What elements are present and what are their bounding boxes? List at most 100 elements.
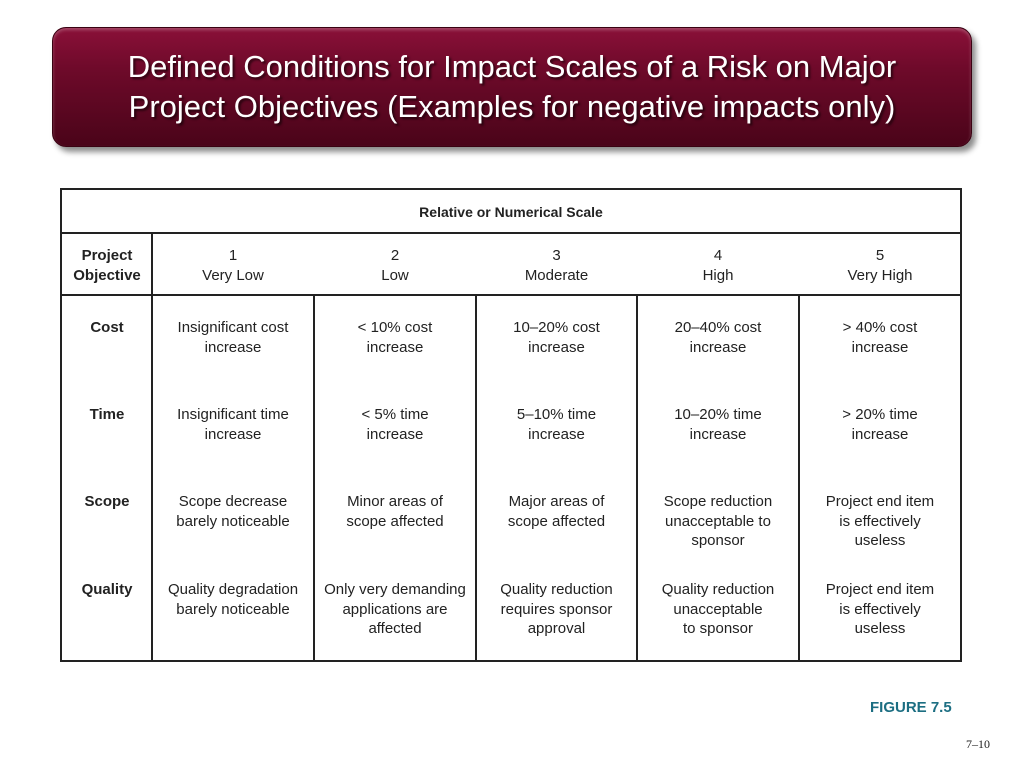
page-number: 7–10: [966, 737, 990, 751]
slide-title: Defined Conditions for Impact Scales of …: [128, 47, 896, 127]
level-header-5: 5 Very High: [800, 246, 960, 285]
cell-line: scope affected: [346, 512, 444, 530]
level-label: Moderate: [524, 266, 589, 284]
level-header-4: 4 High: [638, 246, 798, 285]
cell-line: useless: [854, 532, 906, 549]
cell-line: Major areas of: [508, 493, 605, 510]
impact-scale-table: Relative or Numerical Scale Project Obje…: [60, 188, 962, 662]
level-label: High: [702, 266, 734, 284]
cell-line: requires sponsor: [500, 600, 613, 618]
cell-line: < 10% cost: [357, 319, 433, 336]
objective-header: Project Objective: [62, 246, 152, 285]
table-cell: Quality degradation barely noticeable: [153, 580, 313, 619]
cell-line: is effectively: [839, 600, 921, 618]
level-header-3: 3 Moderate: [477, 246, 636, 285]
level-label: Very High: [847, 266, 913, 284]
table-rule: [475, 296, 477, 660]
level-header-1: 1 Very Low: [153, 246, 313, 285]
level-number: 4: [713, 247, 723, 264]
table-cell: Scope decrease barely noticeable: [153, 492, 313, 531]
level-number: 3: [552, 247, 561, 264]
figure-label: FIGURE 7.5: [870, 699, 952, 716]
cell-line: Scope decrease: [178, 493, 288, 510]
table-rule: [636, 296, 638, 660]
table-cell: 5–10% time increase: [477, 405, 636, 444]
table-rule: [151, 234, 153, 660]
cell-line: 20–40% cost: [674, 319, 762, 336]
row-label-cost: Cost: [90, 319, 124, 336]
cell-line: is effectively: [839, 512, 921, 530]
table-cell: Insignificant time increase: [153, 405, 313, 444]
cell-line: increase: [689, 425, 747, 443]
table-rule: [798, 296, 800, 660]
cell-line: Quality reduction: [500, 581, 613, 598]
table-cell: Project end item is effectively useless: [800, 492, 960, 551]
table-cell: Project end item is effectively useless: [800, 580, 960, 639]
level-header-2: 2 Low: [315, 246, 475, 285]
scale-heading: Relative or Numerical Scale: [419, 204, 603, 220]
cell-line: Project end item: [825, 493, 935, 510]
table-cell: Minor areas of scope affected: [315, 492, 475, 531]
slide-title-line-2: Project Objectives (Examples for negativ…: [128, 89, 896, 124]
cell-line: increase: [528, 425, 585, 443]
slide-title-line-1: Defined Conditions for Impact Scales of …: [127, 49, 897, 84]
cell-line: increase: [851, 338, 909, 356]
title-banner: Defined Conditions for Impact Scales of …: [52, 27, 972, 147]
cell-line: > 40% cost: [842, 319, 918, 336]
cell-line: increase: [528, 338, 585, 356]
cell-line: < 5% time: [361, 406, 429, 423]
cell-line: affected: [368, 620, 422, 637]
table-cell: Insignificant cost increase: [153, 318, 313, 357]
table-cell: Major areas of scope affected: [477, 492, 636, 531]
cell-line: Quality degradation: [167, 581, 299, 598]
table-cell: Only very demanding applications are affec…: [315, 580, 475, 639]
cell-line: increase: [366, 338, 424, 356]
table-cell: Scope reduction unacceptable to sponsor: [638, 492, 798, 551]
row-label-scope: Scope: [84, 493, 130, 510]
table-rule: [313, 296, 315, 660]
cell-line: increase: [366, 425, 424, 443]
row-label-time: Time: [89, 406, 125, 423]
cell-line: to sponsor: [682, 620, 754, 637]
cell-line: > 20% time: [842, 406, 918, 423]
table-rule: [62, 232, 960, 234]
level-number: 5: [875, 247, 885, 264]
cell-line: Minor areas of: [347, 493, 443, 510]
cell-line: 10–20% time: [674, 406, 762, 423]
cell-line: increase: [204, 425, 262, 443]
cell-line: barely noticeable: [176, 512, 290, 530]
cell-line: scope affected: [507, 512, 606, 530]
cell-line: increase: [689, 338, 747, 356]
cell-line: increase: [204, 338, 262, 356]
table-cell: Quality reduction unacceptable to sponsor: [638, 580, 798, 639]
cell-line: Insignificant cost: [177, 319, 289, 336]
table-cell: 20–40% cost increase: [638, 318, 798, 357]
cell-line: Quality reduction: [661, 581, 775, 598]
cell-line: useless: [854, 620, 906, 637]
table-cell: < 5% time increase: [315, 405, 475, 444]
table-cell: 10–20% cost increase: [477, 318, 636, 357]
table-cell: Quality reduction requires sponsor approva…: [477, 580, 636, 639]
cell-line: Only very demanding: [324, 581, 466, 598]
cell-line: approval: [527, 620, 586, 637]
cell-line: 10–20% cost: [513, 319, 600, 336]
cell-line: Project end item: [825, 581, 935, 598]
cell-line: barely noticeable: [176, 600, 290, 618]
cell-line: unacceptable to: [665, 512, 771, 530]
table-rule: [62, 294, 960, 296]
table-cell: < 10% cost increase: [315, 318, 475, 357]
level-label: Very Low: [202, 266, 264, 284]
objective-header-line-1: Project: [81, 247, 133, 264]
table-cell: 10–20% time increase: [638, 405, 798, 444]
cell-line: increase: [851, 425, 909, 443]
cell-line: Insignificant time: [177, 406, 289, 423]
cell-line: unacceptable: [673, 600, 763, 618]
row-label-quality: Quality: [81, 581, 133, 598]
cell-line: applications are: [342, 600, 448, 618]
cell-line: sponsor: [691, 532, 745, 549]
cell-line: Scope reduction: [663, 493, 773, 510]
level-label: Low: [381, 266, 409, 284]
table-cell: > 40% cost increase: [800, 318, 960, 357]
level-number: 2: [390, 247, 400, 264]
table-cell: > 20% time increase: [800, 405, 960, 444]
